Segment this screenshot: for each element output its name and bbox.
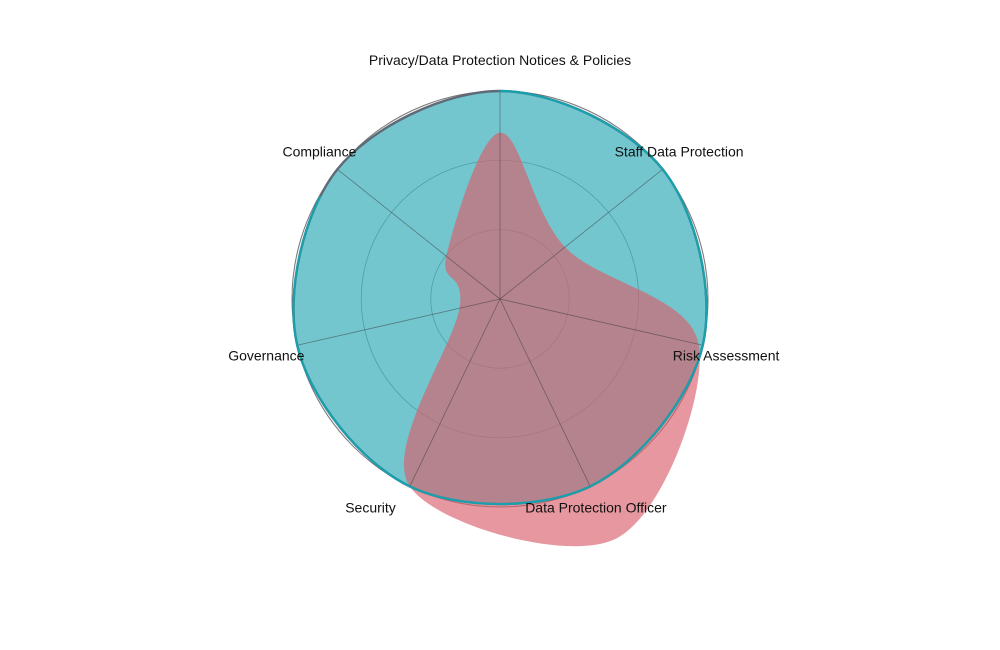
chart-spokes [297,91,703,487]
series-1-outline [292,89,708,506]
spoke-4 [499,298,591,487]
spoke-2 [499,168,663,300]
axis-label-5: Security [345,499,396,515]
series-2-area [403,132,700,547]
spoke-5 [409,298,501,487]
axis-label-1: Privacy/Data Protection Notices & Polici… [369,52,631,68]
spoke-7 [337,168,501,300]
axis-label-3: Risk Assessment [673,347,780,363]
axis-label-6: Governance [228,347,304,363]
spoke-6 [297,298,501,346]
axis-label-4: Data Protection Officer [525,499,667,515]
spoke-3 [499,298,703,346]
chart-series-outlines [292,89,708,506]
axis-label-2: Staff Data Protection [615,143,744,159]
axis-label-7: Compliance [282,143,356,159]
axis-labels: Privacy/Data Protection Notices & Polici… [228,52,779,515]
